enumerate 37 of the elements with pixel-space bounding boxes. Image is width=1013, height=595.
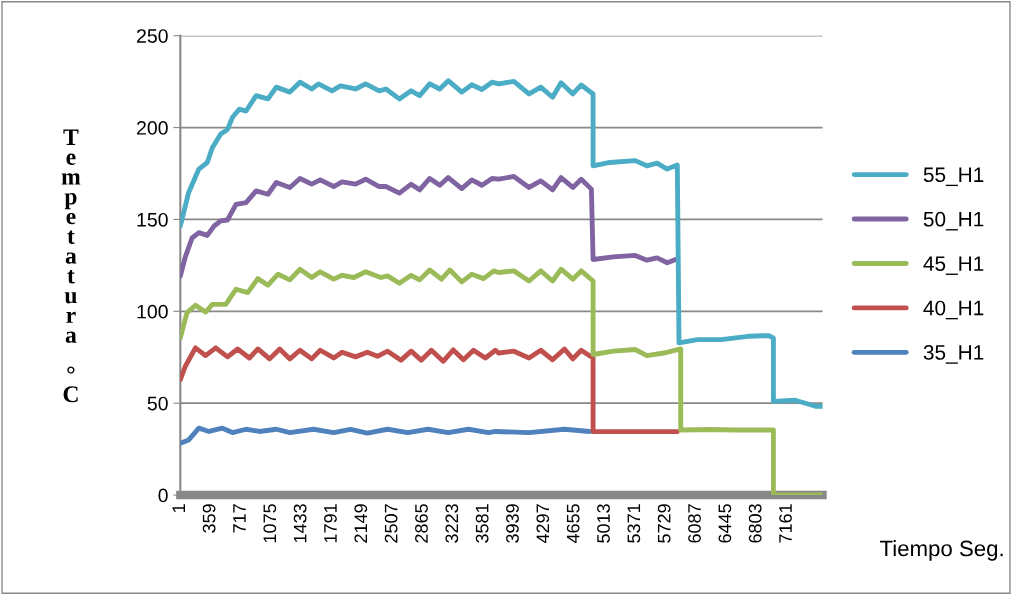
- x-tick-label: 5013: [597, 504, 610, 543]
- legend-label: 35_H1: [923, 345, 984, 364]
- x-tick-label: 6087: [688, 504, 701, 543]
- legend-label: 50_H1: [923, 211, 984, 231]
- line-series: [180, 174, 679, 279]
- x-tick-label: 2865: [415, 504, 428, 543]
- y-tick-label: 200: [137, 121, 168, 135]
- x-tick-label: 3939: [506, 504, 519, 543]
- x-tick-label: 4655: [566, 504, 580, 544]
- x-axis-title: Tiempo Seg.: [880, 540, 1003, 561]
- y-tick-label: 150: [137, 212, 168, 227]
- text: Tempetatura °C: [61, 129, 81, 403]
- x-tick-label: 3223: [445, 504, 459, 543]
- x-tick-label: 2507: [384, 504, 398, 543]
- x-tick-label: 717: [233, 504, 246, 533]
- x-tick-label: 5729: [657, 504, 671, 543]
- legend-label: 45_H1: [923, 256, 984, 275]
- x-tick-label: 359: [202, 504, 216, 533]
- x-tick-label: 1075: [263, 504, 277, 543]
- x-tick-label: 3581: [475, 504, 489, 543]
- x-tick-label: 6803: [748, 504, 762, 543]
- x-tick-label: 4297: [536, 504, 550, 544]
- line-series: [180, 345, 680, 435]
- x-tick-label: 7161: [779, 504, 792, 543]
- legend-label: 55_H1: [923, 167, 984, 187]
- y-tick-label: 50: [147, 396, 168, 411]
- x-tick-label: 1791: [324, 504, 337, 543]
- x-tick-label: 1433: [293, 504, 307, 543]
- x-tick-label: 1: [172, 504, 185, 513]
- line-series: [180, 425, 593, 446]
- x-tick-label: 6445: [718, 504, 732, 543]
- legend-label: 40_H1: [923, 300, 984, 320]
- x-tick-label: 5371: [627, 504, 641, 543]
- x-tick-label: 2149: [354, 504, 368, 543]
- y-tick-label: 250: [137, 29, 168, 43]
- y-tick-label: 0: [158, 488, 168, 503]
- y-tick-label: 100: [137, 304, 168, 319]
